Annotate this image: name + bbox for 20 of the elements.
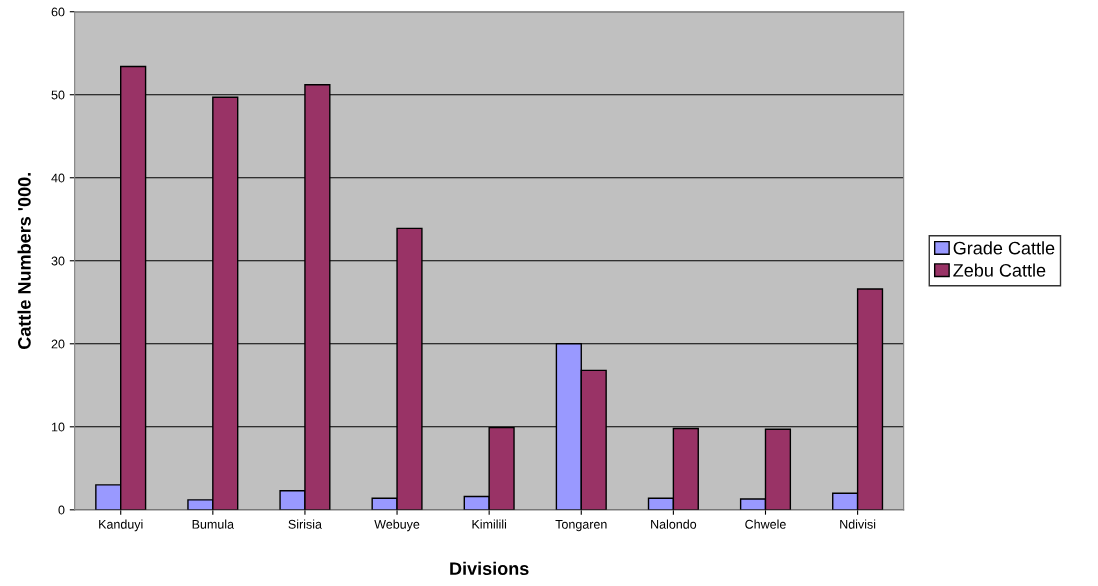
x-tick-label: Nalondo bbox=[651, 519, 697, 529]
y-axis-title: Cattle Numbers '000. bbox=[17, 173, 31, 349]
y-tick-label: 50 bbox=[51, 90, 65, 100]
y-tick-label: 60 bbox=[51, 7, 65, 17]
y-tick-label: 30 bbox=[51, 256, 65, 266]
y-tick-label: 40 bbox=[51, 173, 65, 183]
y-tick-label: 0 bbox=[58, 505, 65, 515]
y-tick-label: 20 bbox=[51, 339, 65, 349]
x-tick-label: Ndivisi bbox=[840, 519, 876, 529]
x-tick-label: Kanduyi bbox=[99, 519, 143, 532]
legend-label: Grade Cattle bbox=[953, 241, 1055, 255]
x-tick-label: Webuye bbox=[374, 519, 420, 532]
x-axis-title: Divisions bbox=[450, 561, 529, 576]
x-tick-label: Chwele bbox=[745, 519, 786, 529]
y-tick-label: 10 bbox=[51, 422, 65, 432]
x-tick-label: Kimilili bbox=[472, 519, 507, 529]
legend-label: Zebu Cattle bbox=[953, 263, 1046, 277]
x-tick-label: Bumula bbox=[192, 519, 235, 529]
x-tick-label: Sirisia bbox=[288, 519, 322, 529]
x-tick-label: Tongaren bbox=[555, 520, 607, 532]
